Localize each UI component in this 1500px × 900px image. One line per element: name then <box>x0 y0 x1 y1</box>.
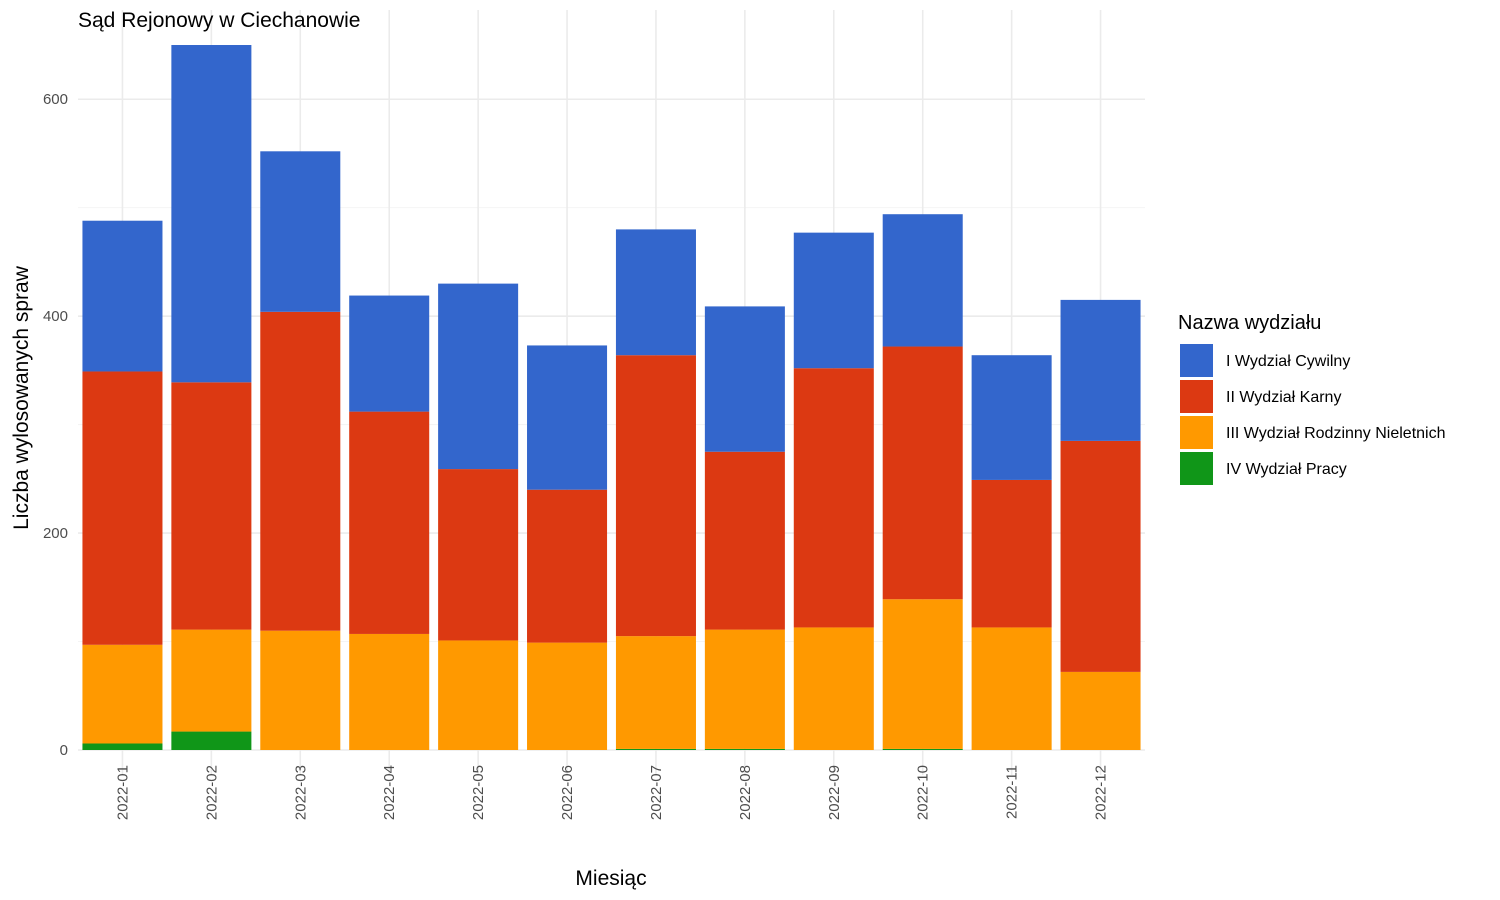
bar-segment <box>704 306 785 452</box>
bar-segment <box>882 214 963 347</box>
x-axis-title: Miesiąc <box>575 867 646 890</box>
bar-segment <box>82 743 163 750</box>
bar-segment <box>615 636 696 749</box>
bar-segment <box>793 232 874 369</box>
bar-segment <box>793 627 874 750</box>
bar-segment <box>704 748 785 750</box>
x-tick-label: 2022-06 <box>559 765 576 820</box>
x-tick-label: 2022-01 <box>114 765 131 820</box>
y-tick-label: 200 <box>43 525 68 542</box>
y-tick-label: 600 <box>43 91 68 108</box>
bar-segment <box>704 629 785 749</box>
bar-segment <box>615 229 696 356</box>
bar-segment <box>882 346 963 600</box>
bar-segment <box>527 345 608 490</box>
legend: Nazwa wydziału I Wydział Cywilny II Wydzi… <box>1178 312 1446 485</box>
legend-title: Nazwa wydziału <box>1178 312 1321 334</box>
legend-swatch <box>1180 416 1213 449</box>
bar-segment <box>82 220 163 372</box>
y-tick-label: 0 <box>60 742 68 759</box>
bar-segment <box>82 644 163 744</box>
bar-segment <box>971 355 1052 480</box>
legend-swatch <box>1180 344 1213 377</box>
x-tick-label: 2022-04 <box>381 765 398 820</box>
legend-swatch <box>1180 452 1213 485</box>
x-tick-label: 2022-11 <box>1004 765 1021 819</box>
bar-segment <box>438 469 519 641</box>
x-tick-label: 2022-07 <box>648 765 665 820</box>
x-tick-label: 2022-12 <box>1093 765 1110 820</box>
bar-segment <box>260 311 341 631</box>
bar-segment <box>527 642 608 750</box>
bar-segment <box>260 630 341 750</box>
bar-segment <box>1060 671 1141 750</box>
bar-segment <box>438 640 519 750</box>
bar-segment <box>438 283 519 470</box>
bar-segment <box>882 599 963 749</box>
bar-segment <box>527 489 608 643</box>
y-axis-ticks: 0 200 400 600 <box>43 91 68 759</box>
bars <box>82 45 1141 750</box>
bar-segment <box>704 451 785 630</box>
legend-label: IV Wydział Pracy <box>1226 461 1347 478</box>
bar-segment <box>171 45 252 383</box>
x-tick-label: 2022-09 <box>826 765 843 820</box>
bar-segment <box>971 627 1052 750</box>
bar-segment <box>793 368 874 628</box>
x-axis-ticks: 2022-01 2022-02 2022-03 2022-04 2022-05 2022-… <box>114 765 1109 820</box>
x-tick-label: 2022-10 <box>915 765 932 820</box>
x-tick-label: 2022-05 <box>470 765 487 820</box>
bar-segment <box>615 748 696 750</box>
bar-segment <box>615 355 696 637</box>
y-axis-title: Liczba wylosowanych spraw <box>10 265 33 530</box>
bar-segment <box>171 629 252 732</box>
bar-segment <box>82 371 163 645</box>
x-tick-label: 2022-03 <box>292 765 309 820</box>
legend-label: III Wydział Rodzinny Nieletnich <box>1226 425 1446 442</box>
bar-segment <box>1060 299 1141 441</box>
bar-segment <box>171 731 252 750</box>
x-tick-label: 2022-02 <box>203 765 220 820</box>
bar-segment <box>171 382 252 630</box>
bar-segment <box>349 411 430 634</box>
bar-segment <box>349 295 430 412</box>
bar-segment <box>349 633 430 750</box>
chart-title: Sąd Rejonowy w Ciechanowie <box>78 9 361 32</box>
y-tick-label: 400 <box>43 308 68 325</box>
bar-segment <box>1060 440 1141 672</box>
x-tick-label: 2022-08 <box>737 765 754 820</box>
bar-segment <box>882 748 963 750</box>
bar-segment <box>971 479 1052 628</box>
bar-segment <box>260 151 341 312</box>
legend-swatch <box>1180 380 1213 413</box>
legend-label: II Wydział Karny <box>1226 389 1341 406</box>
legend-label: I Wydział Cywilny <box>1226 353 1350 370</box>
